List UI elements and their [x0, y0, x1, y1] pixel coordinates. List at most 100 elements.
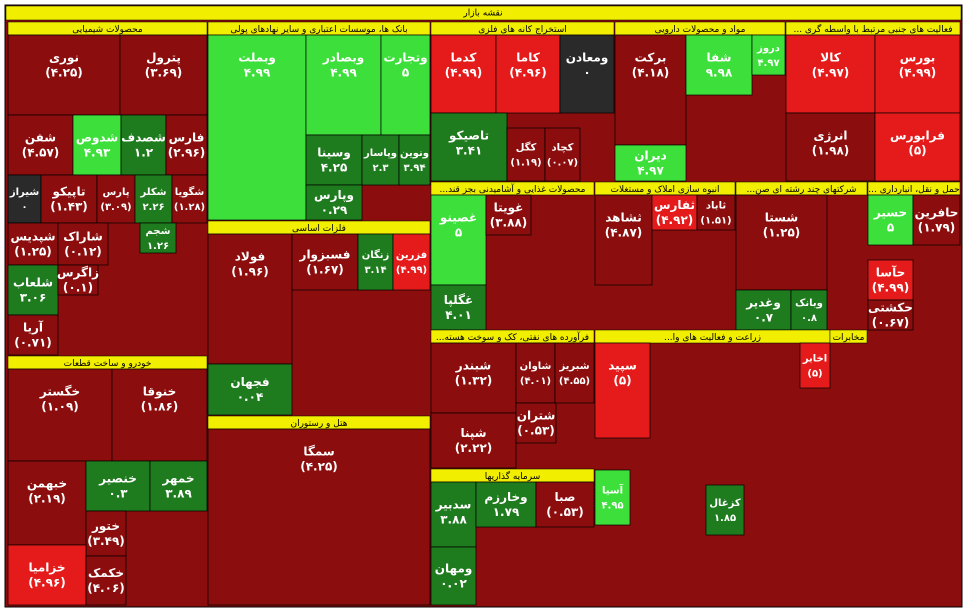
tile-name: شصدف	[121, 131, 166, 145]
tile-change: (۴.۹۶)	[28, 576, 66, 590]
tile-change: (۰.۷۱)	[14, 336, 52, 350]
title: نقشه بازار	[462, 9, 502, 19]
tile	[85, 460, 151, 512]
tile-name: وبصادر	[322, 51, 364, 66]
tile	[7, 460, 87, 546]
tile-name: زنگان	[362, 248, 390, 261]
tile-change: (۴.۹۲)	[656, 213, 694, 227]
tile-change: ۱.۷۹	[493, 505, 520, 519]
tile-name: سمگا	[303, 445, 334, 459]
tile-name: حسیر	[873, 206, 907, 220]
tile-name: ومعادن	[566, 51, 609, 66]
tile-change: (۴.۹۹)	[396, 265, 427, 276]
tile	[361, 134, 400, 186]
tile	[430, 546, 477, 606]
tile-name: خمهر	[161, 472, 194, 486]
tile-name: نوری	[49, 51, 79, 66]
tile-change: (۳.۰۹)	[100, 202, 131, 213]
tile-change: ۱.۲۶	[147, 241, 169, 252]
tile-change: (۱.۱۹)	[510, 158, 541, 169]
tile-change: (۱.۸۶)	[141, 400, 179, 414]
tile	[7, 368, 113, 462]
tile	[594, 342, 651, 439]
tile-name: کزغال	[709, 498, 740, 509]
tile-name: ثفارس	[654, 198, 695, 212]
tile	[305, 34, 382, 136]
tile-name: کالا	[820, 51, 840, 65]
tile-change: ۵	[455, 226, 462, 240]
tile-name: ثاباد	[706, 201, 726, 212]
tile	[120, 114, 167, 176]
tile	[85, 555, 127, 606]
tile-name: شفا	[707, 51, 732, 65]
tile-change: ۵	[887, 221, 894, 235]
tile-name: وخارزم	[484, 490, 527, 505]
tile	[111, 368, 208, 462]
tile-name: انرژی	[814, 129, 848, 143]
tile	[57, 222, 109, 266]
tile	[291, 233, 359, 291]
tile	[57, 264, 99, 296]
tile-name: حکشتی	[868, 301, 913, 315]
tile-name: وغدیر	[745, 296, 781, 311]
tile	[874, 34, 961, 114]
tile-change: ۴.۹۹	[330, 66, 357, 80]
tile-name: فولاد	[235, 250, 265, 265]
tile	[790, 289, 828, 331]
tile-change: ۲.۲۶	[142, 202, 164, 213]
tile-name: سدبیر	[435, 498, 472, 512]
tile-change: ۰	[583, 66, 590, 80]
tile	[535, 481, 595, 528]
tile	[134, 174, 173, 224]
tile	[380, 34, 431, 136]
tile-name: غصینو	[439, 211, 477, 226]
tile-name: شتران	[517, 409, 556, 423]
tile	[799, 342, 831, 389]
tile-change: ۳.۴۱	[456, 144, 483, 158]
tile	[475, 481, 537, 528]
tile	[96, 174, 136, 224]
tile-change: ۱.۲	[134, 146, 154, 160]
tile	[874, 112, 961, 182]
tile-name: آسیا	[602, 484, 624, 497]
tile-change: (۱.۲۵)	[14, 245, 52, 259]
tile-change: (۱.۲۸)	[174, 202, 205, 213]
tile	[72, 114, 122, 176]
tile-change: (۴.۹۷)	[812, 66, 850, 80]
tile-change: (۴.۲۵)	[300, 460, 338, 474]
tile-name: شبریز	[558, 361, 589, 372]
tile	[705, 484, 745, 536]
tile-change: (۱.۹۸)	[812, 144, 850, 158]
sector-header	[829, 329, 868, 344]
tile-name: وبانک	[795, 298, 823, 309]
tile	[7, 114, 74, 176]
sector-title: حمل و نقل، انبارداری ...	[868, 185, 959, 195]
tile-change: ۴.۰۱	[445, 308, 472, 322]
sector-title: هتل و رستوران	[290, 419, 347, 429]
tile	[559, 34, 615, 114]
tile-change: (۴.۸۷)	[605, 226, 643, 240]
tile	[515, 342, 556, 404]
tile-name: پارس	[102, 187, 129, 198]
tile-name: کاما	[516, 51, 539, 65]
tile-change: ۰.۳	[108, 487, 128, 501]
tile	[40, 174, 98, 224]
tile-change: ۰.۰۲	[440, 577, 467, 591]
sector-title: خودرو و ساخت قطعات	[64, 359, 152, 369]
tile	[912, 194, 961, 246]
tile	[207, 34, 307, 221]
tile-name: غگلپا	[444, 293, 473, 307]
tile-name: شیراز	[9, 187, 39, 198]
tile	[7, 544, 87, 606]
tile-change: (۴.۵۵)	[559, 376, 590, 387]
tile	[867, 299, 914, 331]
tile	[207, 363, 293, 416]
tile-name: تاصیکو	[448, 129, 489, 144]
tile-name: خنوقا	[143, 385, 176, 400]
sector-title: شرکتهای چند رشته ای صن...	[747, 185, 857, 195]
tile-name: آریا	[23, 320, 44, 335]
tile	[7, 174, 42, 224]
tile-name: اخابر	[802, 354, 827, 365]
tile-change: (۰.۵۳)	[546, 505, 584, 519]
